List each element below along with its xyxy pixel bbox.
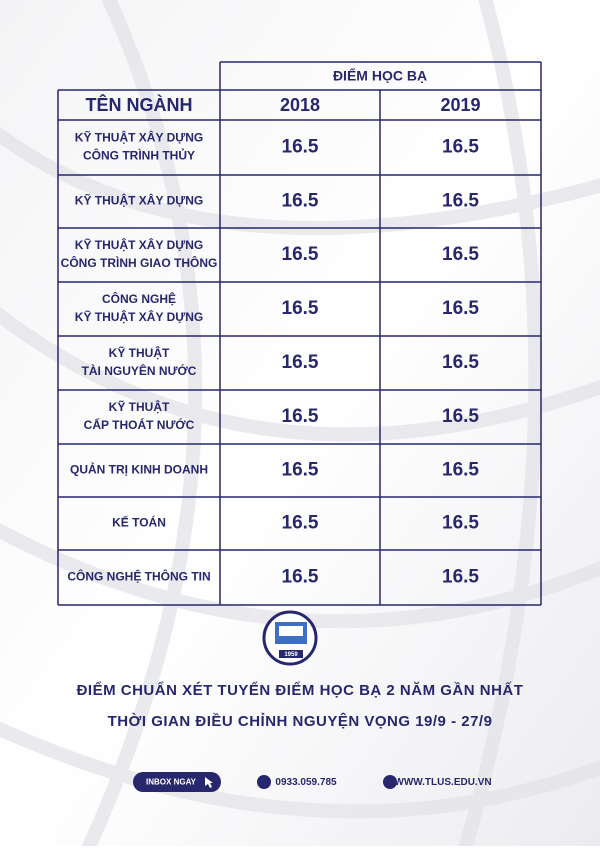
score: 16.5 (282, 567, 319, 588)
major-name: CÔNG NGHỆ (102, 291, 176, 306)
score: 16.5 (282, 298, 319, 319)
score: 16.5 (442, 352, 479, 373)
table: ĐIỂM HỌC BẠ TÊN NGÀNH 2018 2019 KỸ THUẬT XÂY… (57, 61, 542, 606)
score: 16.5 (282, 244, 319, 265)
web-icon (383, 775, 397, 789)
score: 16.5 (442, 137, 479, 158)
major-name: QUẢN TRỊ KINH DOANH (70, 462, 208, 477)
major-name: KỸ THUẬT (109, 345, 170, 360)
column-header: 2018 (280, 95, 320, 115)
major-name: CÔNG TRÌNH THỦY (83, 148, 195, 163)
major-name: KỸ THUẬT XÂY DỰNG (75, 193, 203, 208)
score: 16.5 (282, 352, 319, 373)
score: 16.5 (282, 137, 319, 158)
score: 16.5 (442, 406, 479, 427)
score: 16.5 (282, 513, 319, 534)
inbox-button[interactable]: INBOX NGAY (133, 772, 221, 792)
score: 16.5 (442, 298, 479, 319)
major-name: KỸ THUẬT XÂY DỰNG (75, 130, 203, 145)
phone-icon (257, 775, 271, 789)
button-bg[interactable] (133, 772, 221, 792)
major-name: KỸ THUẬT XÂY DỰNG (75, 309, 203, 324)
major-name: KẾ TOÁN (112, 515, 166, 530)
column-header: TÊN NGÀNH (86, 94, 193, 115)
group-header: ĐIỂM HỌC BẠ (333, 67, 427, 84)
logo: 1959 (262, 610, 318, 666)
phone: 0933.059.785 (275, 777, 337, 788)
score: 16.5 (442, 567, 479, 588)
major-name: TÀI NGUYÊN NƯỚC (82, 363, 197, 378)
column-header: 2019 (440, 95, 480, 115)
score: 16.5 (282, 406, 319, 427)
subline: THỜI GIAN ĐIỀU CHỈNH NGUYỆN VỌNG 19/9 - … (108, 712, 493, 730)
button-label[interactable]: INBOX NGAY (146, 778, 197, 787)
major-name: CÔNG NGHỆ THÔNG TIN (67, 569, 210, 584)
score: 16.5 (282, 191, 319, 212)
score: 16.5 (442, 244, 479, 265)
major-name: KỸ THUẬT (109, 399, 170, 414)
cursor-icon (205, 777, 213, 788)
headline: ĐIỂM CHUẨN XÉT TUYỂN ĐIỂM HỌC BẠ 2 NĂM G… (77, 681, 524, 699)
major-name: CẤP THOÁT NƯỚC (84, 417, 195, 432)
score: 16.5 (442, 513, 479, 534)
score: 16.5 (442, 191, 479, 212)
score: 16.5 (442, 460, 479, 481)
major-name: KỸ THUẬT XÂY DỰNG (75, 237, 203, 252)
logo-year: 1959 (284, 652, 298, 658)
score: 16.5 (282, 460, 319, 481)
website: WWW.TLUS.EDU.VN (394, 777, 491, 788)
major-name: CÔNG TRÌNH GIAO THÔNG (61, 255, 218, 270)
